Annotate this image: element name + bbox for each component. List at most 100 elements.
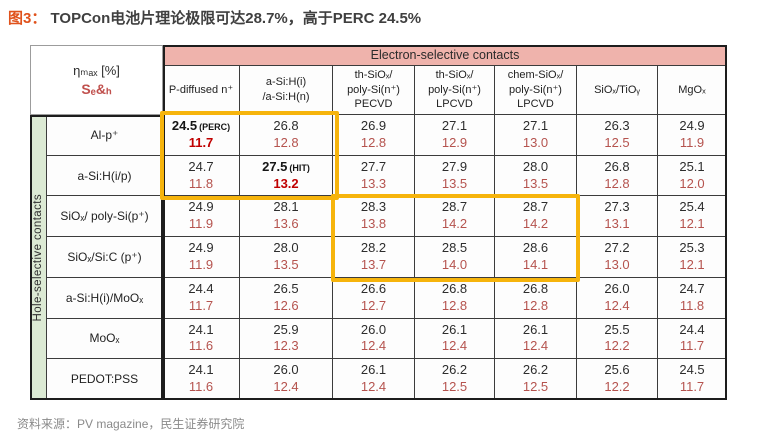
eta-max-value: 25.9 — [273, 321, 299, 337]
column-header: P-diffused n⁺ — [163, 66, 240, 115]
data-cell: 24.4 11.7 — [163, 277, 240, 319]
s-eh-label: Sₑ&ₕ — [81, 80, 112, 97]
cell-note: (PERC) — [199, 121, 231, 132]
eta-max-value: 27.7 — [360, 158, 387, 174]
data-cell: 26.8 12.8 — [415, 277, 495, 319]
s-value: 13.5 — [273, 256, 299, 272]
data-cell: 28.7 14.2 — [415, 196, 495, 238]
eta-max-value: 26.1 — [522, 321, 549, 337]
efficiency-value-line: 24.4 — [679, 322, 704, 339]
efficiency-value-line: 25.5 — [604, 322, 629, 339]
eta-max-value: 24.5 — [679, 362, 705, 378]
data-cell: 24.1 11.6 — [163, 318, 240, 360]
efficiency-value-line: 26.9 — [361, 118, 386, 135]
row-label: MoOₓ — [47, 318, 163, 360]
row-label: SiOₓ/Si:C (p⁺) — [47, 237, 163, 278]
s-value: 11.8 — [679, 297, 705, 313]
s-value: 14.2 — [522, 216, 549, 232]
efficiency-value-line: 28.0 — [523, 159, 548, 176]
efficiency-value-line: 26.0 — [604, 281, 629, 298]
eta-max-value: 26.8 — [604, 158, 630, 174]
efficiency-value-line: 24.5 — [679, 362, 704, 379]
s-value: 12.1 — [679, 216, 705, 232]
figure-number: 图3： — [8, 10, 47, 27]
efficiency-value-line: 27.5 (HIT) — [262, 159, 310, 176]
data-cell: 26.8 12.8 — [240, 115, 333, 156]
efficiency-value-line: 28.7 — [523, 199, 548, 216]
data-cell: 25.1 12.0 — [658, 155, 727, 197]
s-value: 11.9 — [679, 134, 705, 150]
s-value: 12.4 — [360, 338, 387, 354]
data-cell: 27.2 13.0 — [577, 237, 658, 278]
efficiency-value-line: 27.9 — [442, 159, 467, 176]
hole-contacts-strip: Hole-selective contacts — [30, 115, 47, 400]
s-value: 12.0 — [679, 175, 705, 191]
data-cell: 26.3 12.5 — [577, 115, 658, 156]
s-value: 12.8 — [273, 134, 299, 150]
data-cell: 26.1 12.4 — [333, 359, 415, 400]
s-value: 13.7 — [360, 256, 387, 272]
eta-max-value: 27.1 — [522, 117, 549, 133]
eta-max-value: 26.9 — [360, 117, 387, 133]
s-value: 13.6 — [273, 216, 299, 232]
efficiency-value-line: 25.1 — [679, 159, 704, 176]
efficiency-value-line: 24.1 — [188, 322, 213, 339]
s-value: 11.6 — [188, 379, 214, 395]
efficiency-value-line: 24.7 — [679, 281, 704, 298]
data-cell: 25.3 12.1 — [658, 237, 727, 278]
eta-max-value: 24.9 — [188, 240, 214, 256]
data-cell: 25.6 12.2 — [577, 359, 658, 400]
eta-max-value: 26.3 — [604, 117, 630, 133]
s-value: 13.2 — [273, 175, 299, 191]
eta-max-value: 28.7 — [522, 199, 549, 215]
efficiency-value-line: 26.2 — [442, 362, 467, 379]
efficiency-value-line: 24.7 — [188, 159, 213, 176]
data-cell: 26.2 12.5 — [495, 359, 577, 400]
eta-max-value: 26.8 — [441, 280, 468, 296]
eta-max-value: 27.9 — [441, 158, 468, 174]
efficiency-value-line: 25.9 — [273, 322, 298, 339]
data-cell: 26.8 12.8 — [577, 155, 658, 197]
efficiency-value-line: 27.2 — [604, 240, 629, 257]
s-value: 12.2 — [604, 338, 630, 354]
eta-max-value: 28.0 — [273, 240, 299, 256]
s-value: 12.8 — [360, 134, 387, 150]
data-cell: 24.9 11.9 — [163, 196, 240, 238]
column-header: th-SiOₓ/ poly-Si(n⁺) LPCVD — [415, 66, 495, 115]
efficiency-value-line: 26.0 — [361, 322, 386, 339]
data-cell: 24.7 11.8 — [163, 155, 240, 197]
s-value: 12.8 — [522, 297, 549, 313]
eta-max-value: 25.6 — [604, 362, 630, 378]
efficiency-value-line: 26.1 — [523, 322, 548, 339]
data-cell: 25.4 12.1 — [658, 196, 727, 238]
data-cell: 25.9 12.3 — [240, 318, 333, 360]
efficiency-value-line: 26.8 — [523, 281, 548, 298]
data-cell: 26.2 12.5 — [415, 359, 495, 400]
eta-max-value: 24.5 — [171, 117, 198, 133]
efficiency-value-line: 26.3 — [604, 118, 629, 135]
efficiency-value-line: 26.1 — [442, 322, 467, 339]
eta-max-value: 24.9 — [679, 117, 705, 133]
eta-max-value: 24.9 — [188, 199, 214, 215]
table-grid: ηₘₐₓ [%] Sₑ&ₕ Electron-selective contact… — [30, 45, 727, 400]
data-cell: 26.8 12.8 — [495, 277, 577, 319]
data-cell: 27.5 (HIT) 13.2 — [240, 155, 333, 197]
eta-max-value: 26.1 — [360, 362, 387, 378]
eta-max-value: 25.1 — [679, 158, 705, 174]
s-value: 12.3 — [273, 338, 299, 354]
s-value: 12.4 — [604, 297, 630, 313]
s-value: 11.9 — [188, 256, 214, 272]
s-value: 12.4 — [441, 338, 468, 354]
s-value: 13.8 — [360, 216, 387, 232]
column-header: chem-SiOₓ/ poly-Si(n⁺) LPCVD — [495, 66, 577, 115]
s-value: 13.5 — [522, 175, 549, 191]
row-label: Al-p⁺ — [47, 115, 163, 156]
eta-max-value: 28.2 — [360, 240, 387, 256]
efficiency-value-line: 26.5 — [273, 281, 298, 298]
efficiency-value-line: 24.1 — [188, 362, 213, 379]
eta-max-value: 27.5 — [262, 158, 288, 174]
efficiency-value-line: 24.5 (PERC) — [172, 118, 230, 135]
hole-contacts-label: Hole-selective contacts — [32, 193, 44, 322]
efficiency-value-line: 24.9 — [679, 118, 704, 135]
source-line: 资料来源：PV magazine，民生证券研究院 — [17, 417, 245, 431]
